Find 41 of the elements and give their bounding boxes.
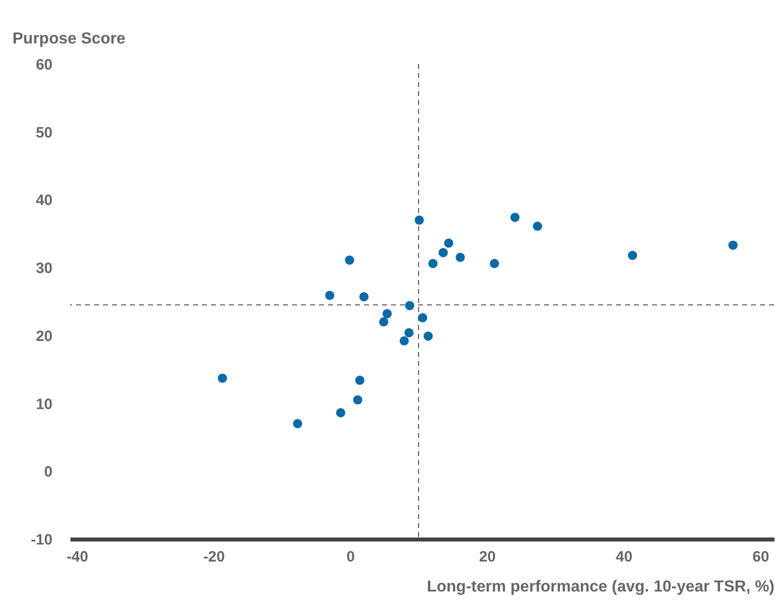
point bbox=[325, 290, 334, 300]
point bbox=[336, 408, 346, 418]
point bbox=[414, 215, 424, 225]
x-axis-title: Long-term performance (avg. 10-year TSR, %) bbox=[426, 578, 774, 596]
point bbox=[490, 258, 500, 268]
point bbox=[292, 419, 302, 428]
x-tick-label: 0 bbox=[346, 548, 355, 566]
point bbox=[428, 258, 438, 268]
point bbox=[418, 313, 428, 322]
point bbox=[382, 309, 392, 318]
x-tick-label: -40 bbox=[66, 548, 88, 566]
y-tick-label: 10 bbox=[36, 396, 52, 413]
y-tick-label: 30 bbox=[36, 260, 52, 278]
x-tick-label: 20 bbox=[479, 548, 496, 566]
y-tick-label: -10 bbox=[30, 532, 52, 548]
point bbox=[379, 317, 388, 326]
x-tick-label: -20 bbox=[203, 548, 225, 566]
point bbox=[510, 212, 520, 222]
point bbox=[444, 238, 454, 248]
point bbox=[344, 256, 354, 265]
point bbox=[400, 336, 409, 346]
y-tick-label: 60 bbox=[36, 56, 52, 74]
point bbox=[353, 395, 362, 404]
y-tick-label: 20 bbox=[36, 328, 52, 345]
x-tick-label: 40 bbox=[616, 548, 632, 566]
point bbox=[456, 252, 465, 262]
y-tick-label: 50 bbox=[36, 124, 52, 142]
point bbox=[438, 248, 448, 258]
point bbox=[424, 332, 433, 341]
y-tick-label: 40 bbox=[36, 192, 52, 210]
point bbox=[355, 376, 364, 385]
point bbox=[359, 292, 369, 302]
point bbox=[532, 222, 542, 231]
y-tick-label: 0 bbox=[44, 464, 52, 481]
y-axis-title: Purpose Score bbox=[12, 30, 126, 48]
point bbox=[628, 250, 638, 260]
point bbox=[218, 374, 228, 383]
point bbox=[405, 300, 414, 310]
point bbox=[728, 240, 738, 250]
x-tick-label: 60 bbox=[752, 548, 770, 566]
point bbox=[404, 328, 414, 338]
